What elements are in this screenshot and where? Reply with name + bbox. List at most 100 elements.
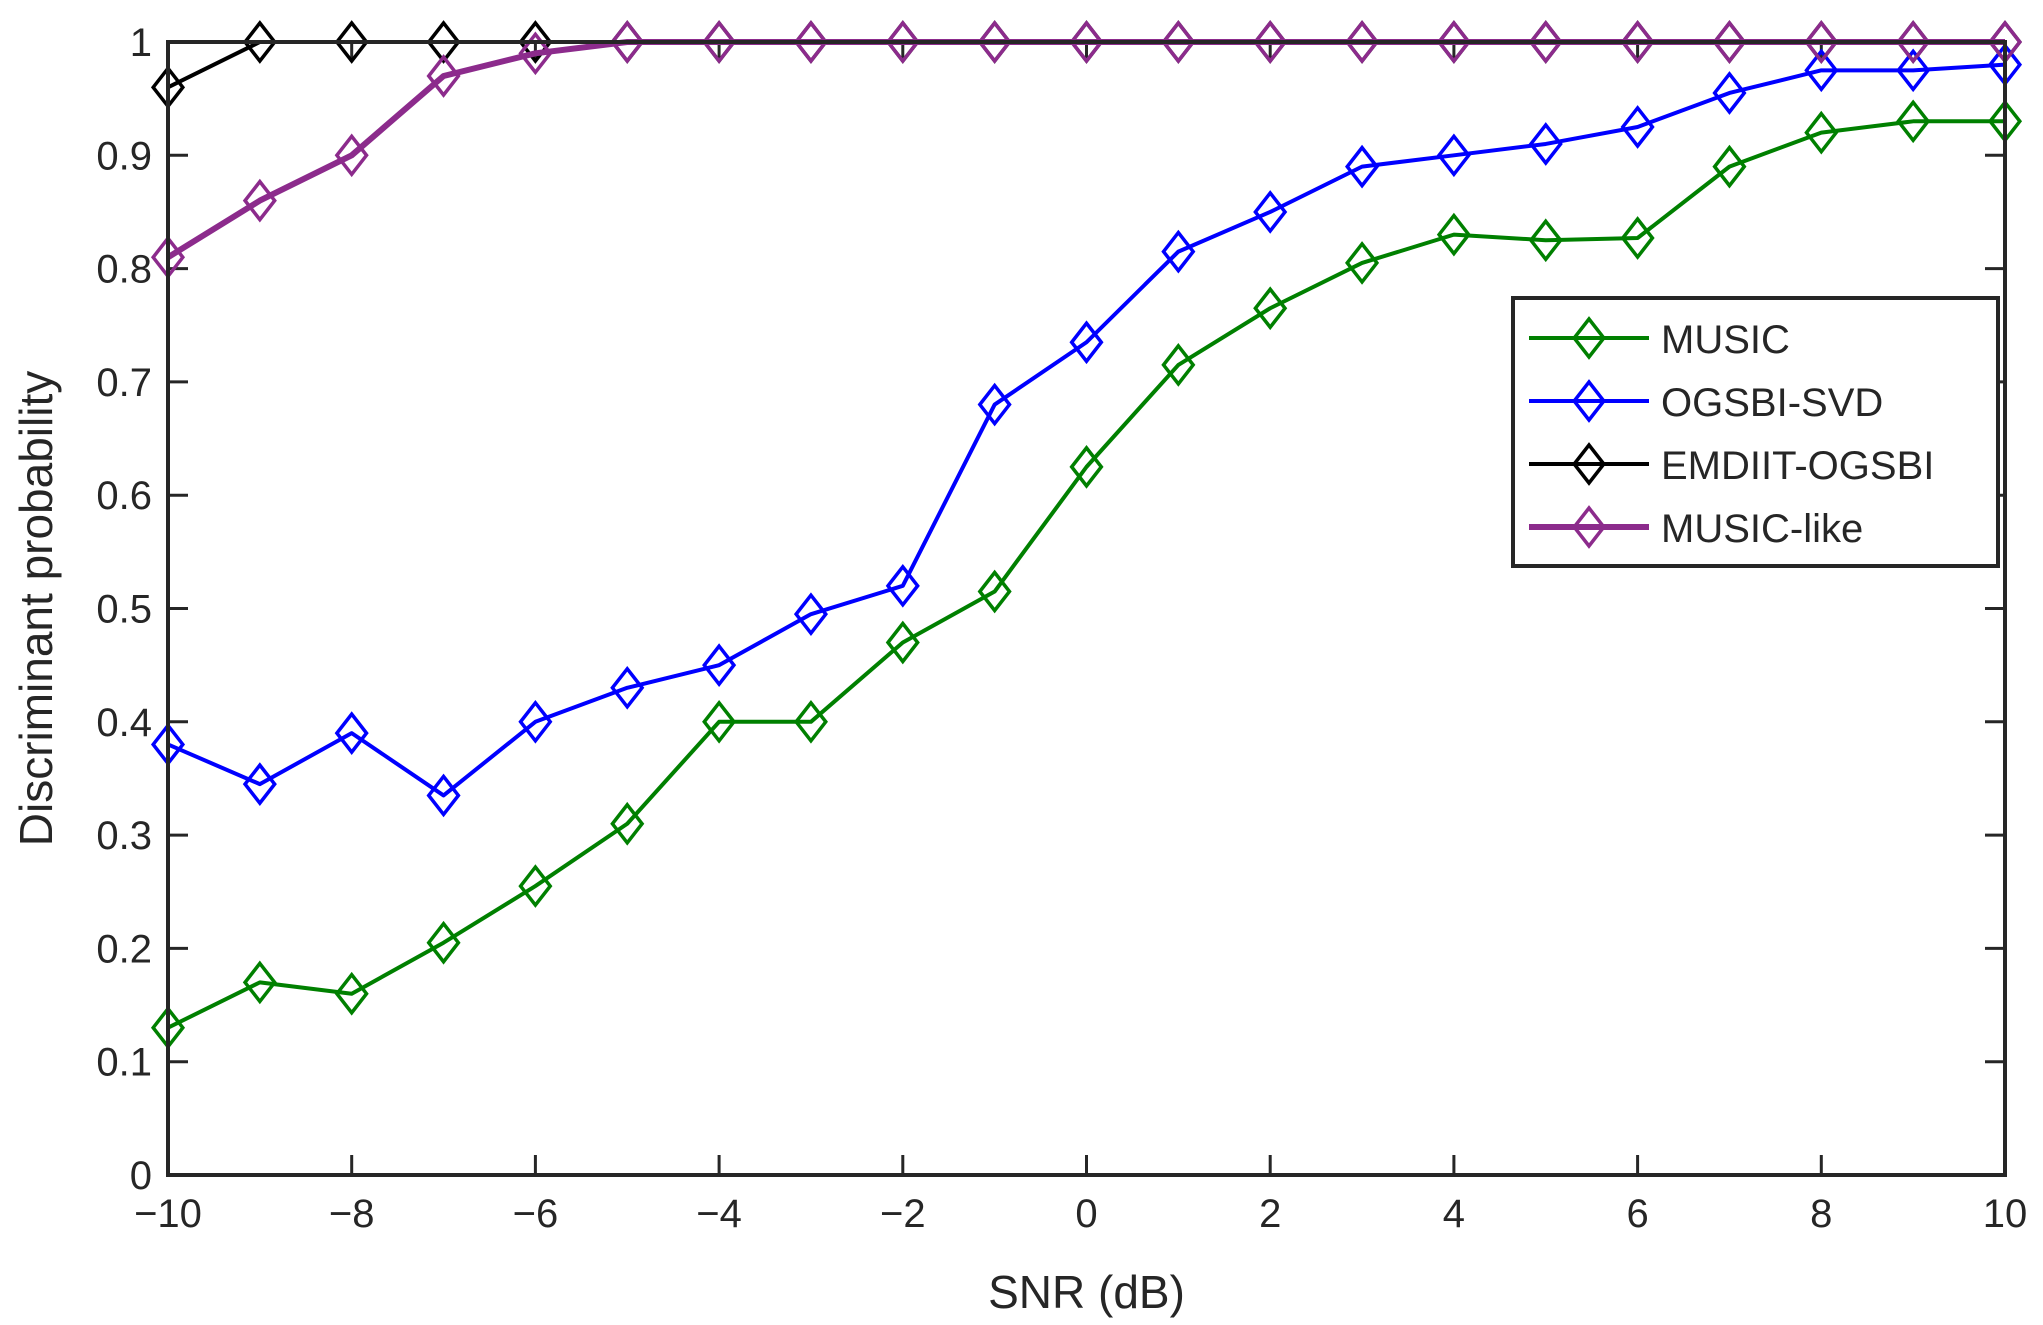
- data-point-music: [793, 699, 828, 744]
- data-point-music: [1345, 241, 1380, 285]
- data-point-emdiit-ogsbi: [426, 20, 461, 64]
- data-point-music: [1528, 218, 1563, 263]
- data-point-ogsbi-svd: [334, 711, 369, 755]
- y-tick-label: 0.5: [96, 588, 152, 632]
- legend-label-emdiit-ogsbi: EMDIIT-OGSBI: [1661, 444, 1934, 488]
- data-point-music-like: [1161, 20, 1196, 64]
- y-tick-label: 0.7: [96, 361, 152, 405]
- data-point-music: [977, 569, 1012, 614]
- data-point-ogsbi-svd: [977, 382, 1012, 427]
- x-axis-tick-labels: −10 −8 −6 −4 −2 0 2 4 6 8 10: [134, 1192, 2027, 1236]
- data-point-ogsbi-svd: [885, 563, 920, 608]
- data-point-ogsbi-svd: [610, 665, 645, 710]
- x-tick-label: −2: [880, 1192, 926, 1236]
- y-tick-label: 0.9: [96, 134, 152, 178]
- data-point-music: [334, 971, 369, 1016]
- data-point-music: [1896, 99, 1931, 144]
- data-point-music: [702, 699, 737, 744]
- data-point-emdiit-ogsbi: [518, 20, 553, 64]
- x-tick-label: 4: [1443, 1192, 1465, 1236]
- data-point-music-like: [334, 133, 369, 178]
- data-point-music: [1804, 110, 1839, 155]
- data-point-music: [1436, 212, 1471, 257]
- series-line-music: [167, 119, 2005, 1030]
- x-tick-label: 8: [1810, 1192, 1832, 1236]
- data-point-ogsbi-svd: [518, 699, 553, 744]
- legend-label-ogsbi-svd: OGSBI-SVD: [1661, 381, 1883, 425]
- data-point-ogsbi-svd: [1896, 48, 1931, 93]
- data-point-ogsbi-svd: [1345, 144, 1380, 189]
- y-tick-label: 0.4: [96, 701, 152, 745]
- data-point-music: [1069, 445, 1104, 489]
- data-point-music: [518, 864, 553, 908]
- data-point-music-like: [1345, 20, 1380, 64]
- data-point-music-like: [1712, 20, 1747, 64]
- legend-marker-ogsbi-svd: [1571, 379, 1607, 423]
- x-axis-label: SNR (dB): [988, 1266, 1185, 1318]
- y-tick-label: 0.2: [96, 927, 152, 971]
- y-tick-label: 0.6: [96, 474, 152, 518]
- data-point-music: [242, 960, 277, 1005]
- data-point-music-like: [793, 20, 828, 64]
- data-point-music-like: [702, 20, 737, 64]
- data-point-music: [885, 620, 920, 665]
- data-point-music-like: [1620, 20, 1655, 64]
- data-point-ogsbi-svd: [793, 592, 828, 637]
- y-axis-tick-labels: 0 0.1 0.2 0.3 0.4 0.5 0.6 0.7 0.8 0.9 1: [96, 21, 152, 1198]
- data-point-ogsbi-svd: [1161, 229, 1196, 274]
- legend: MUSIC OGSBI-SVD EMDIIT-OGSBI MUSIC-like: [1511, 296, 2000, 568]
- data-point-ogsbi-svd: [1253, 190, 1288, 234]
- x-tick-label: −4: [696, 1192, 742, 1236]
- legend-marker-emdiit-ogsbi: [1571, 442, 1607, 486]
- x-tick-label: 6: [1626, 1192, 1648, 1236]
- x-tick-label: −10: [134, 1192, 202, 1236]
- data-point-ogsbi-svd: [1804, 48, 1839, 93]
- data-point-emdiit-ogsbi: [242, 20, 277, 64]
- data-point-ogsbi-svd: [1528, 122, 1563, 166]
- data-point-music-like: [426, 54, 461, 98]
- data-point-ogsbi-svd: [242, 762, 277, 806]
- y-tick-label: 1: [130, 21, 152, 65]
- data-point-music-like: [977, 20, 1012, 64]
- data-point-ogsbi-svd: [1069, 320, 1104, 365]
- x-tick-label: 0: [1075, 1192, 1097, 1236]
- series-music: [150, 99, 2023, 1050]
- axes-box: [166, 40, 2007, 1177]
- x-tick-label: −6: [513, 1192, 559, 1236]
- data-point-music-like: [518, 31, 553, 76]
- data-point-ogsbi-svd: [702, 643, 737, 687]
- y-tick-label: 0.1: [96, 1041, 152, 1085]
- data-point-emdiit-ogsbi: [334, 20, 369, 64]
- data-point-ogsbi-svd: [1712, 71, 1747, 115]
- legend-label-music-like: MUSIC-like: [1661, 507, 1863, 551]
- data-point-music-like: [242, 178, 277, 223]
- x-tick-label: 10: [1983, 1192, 2028, 1236]
- y-tick-label: 0.3: [96, 814, 152, 858]
- data-point-music: [1253, 286, 1288, 331]
- data-point-music-like: [1896, 20, 1931, 64]
- series-line-ogsbi-svd: [167, 62, 2006, 798]
- x-tick-label: −8: [329, 1192, 375, 1236]
- data-point-music-like: [1436, 20, 1471, 64]
- data-point-music-like: [1253, 20, 1288, 64]
- data-point-music-like: [610, 20, 645, 64]
- y-tick-label: 0.8: [96, 248, 152, 292]
- legend-label-music: MUSIC: [1661, 318, 1790, 362]
- data-point-music-like: [1069, 20, 1104, 64]
- data-point-music-like: [1528, 20, 1563, 64]
- y-tick-label: 0: [130, 1154, 152, 1198]
- data-point-ogsbi-svd: [1436, 133, 1471, 178]
- data-point-ogsbi-svd: [426, 773, 461, 818]
- data-point-music: [1620, 216, 1655, 260]
- legend-box: [1511, 296, 2000, 568]
- data-point-music-like: [1804, 20, 1839, 64]
- y-axis-label: Discriminant probability: [10, 371, 62, 847]
- legend-marker-music-like: [1571, 505, 1607, 549]
- data-point-music-like: [885, 20, 920, 64]
- legend-marker-music: [1571, 316, 1607, 360]
- data-point-ogsbi-svd: [1620, 105, 1655, 149]
- data-point-music: [1712, 144, 1747, 189]
- data-point-music: [426, 920, 461, 965]
